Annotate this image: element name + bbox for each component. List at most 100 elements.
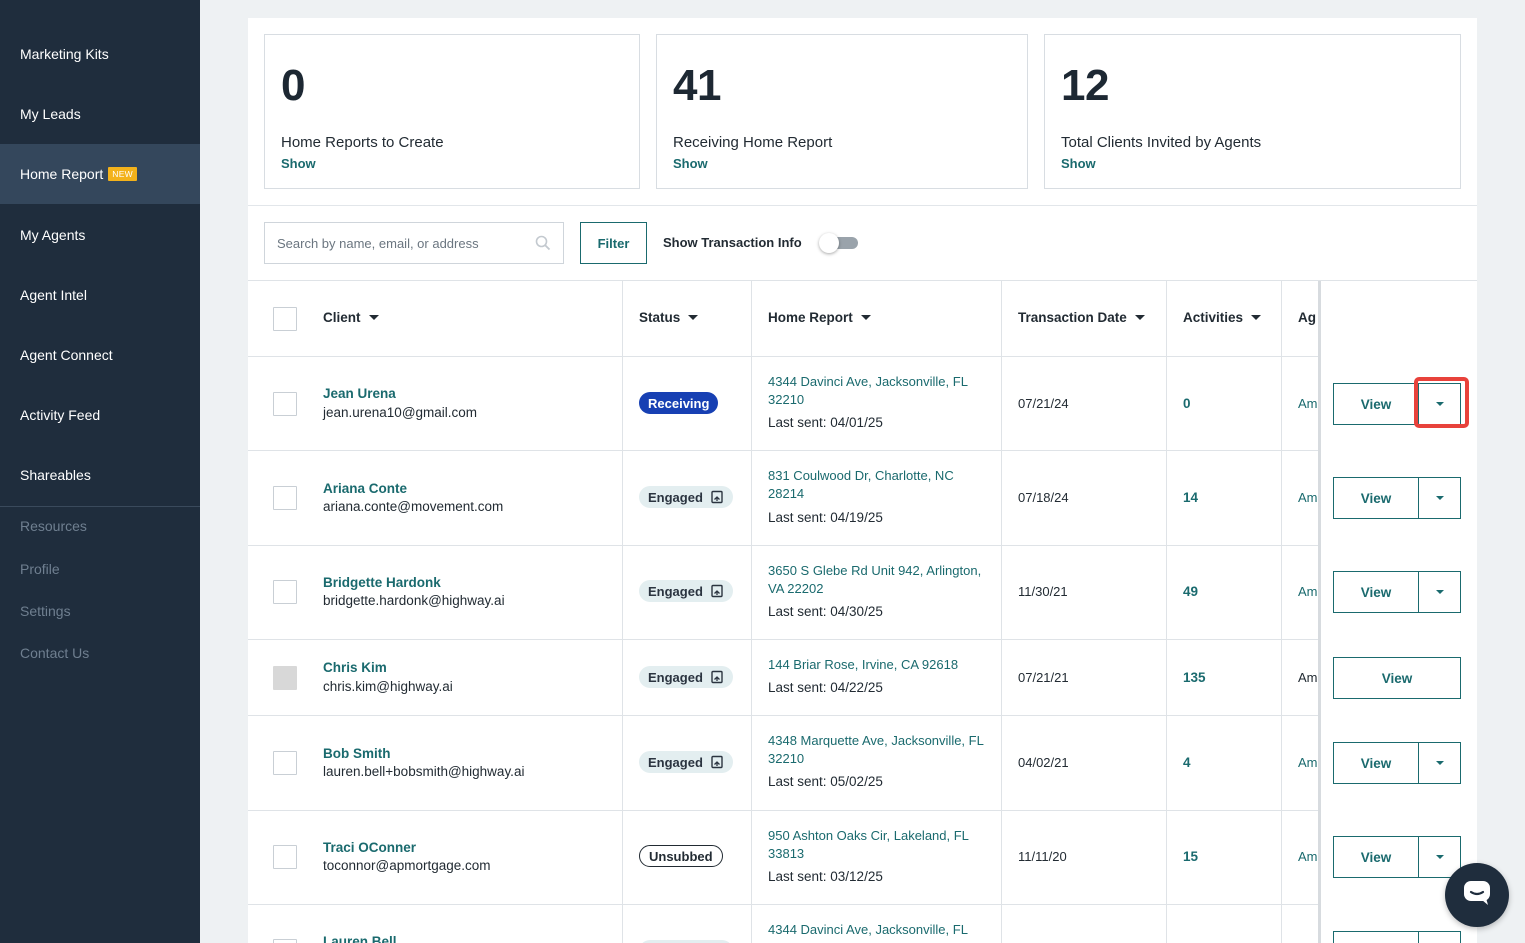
search-box	[264, 222, 564, 264]
toggle-knob	[819, 233, 839, 253]
stat-show-link[interactable]: Show	[1061, 156, 1096, 171]
chevron-down-icon	[1435, 855, 1444, 859]
sidebar-item-home-report[interactable]: Home Report NEW	[0, 144, 200, 204]
view-button[interactable]: View	[1333, 383, 1419, 425]
search-input[interactable]	[265, 223, 525, 263]
sidebar-item-my-leads[interactable]: My Leads	[0, 84, 200, 144]
status-text: Engaged	[648, 669, 703, 685]
column-header-status[interactable]: Status	[639, 310, 699, 325]
header-label: Transaction Date	[1018, 310, 1127, 325]
column-header-client[interactable]: Client	[323, 310, 379, 325]
sidebar-link-resources[interactable]: Resources	[20, 518, 87, 534]
transaction-info-toggle[interactable]	[819, 233, 858, 253]
view-button[interactable]	[1333, 931, 1419, 943]
view-button[interactable]: View	[1333, 477, 1419, 519]
main-panel: 0 Home Reports to Create Show 41 Receivi…	[248, 18, 1477, 943]
row-divider	[248, 904, 1477, 905]
view-button[interactable]: View	[1333, 571, 1419, 613]
status-text: Unsubbed	[649, 848, 713, 864]
row-checkbox[interactable]	[273, 580, 297, 604]
row-checkbox[interactable]	[273, 666, 297, 690]
status-badge: Engaged	[639, 580, 733, 602]
agent-name-link[interactable]: Am	[1298, 849, 1318, 864]
home-report-address-link[interactable]: 4348 Marquette Ave, Jacksonville, FL 322…	[768, 733, 984, 766]
sidebar-item-label: Agent Intel	[20, 287, 87, 303]
activities-count-link[interactable]: 14	[1183, 490, 1199, 505]
row-checkbox[interactable]	[273, 751, 297, 775]
client-email: chris.kim@highway.ai	[323, 679, 453, 694]
activities-count-link[interactable]: 135	[1183, 670, 1206, 685]
activities-count-link[interactable]: 49	[1183, 584, 1199, 599]
stat-show-link[interactable]: Show	[281, 156, 316, 171]
agent-name-link[interactable]: Am	[1298, 755, 1318, 770]
header-label: Status	[639, 310, 681, 325]
sidebar-link-profile[interactable]: Profile	[20, 561, 60, 577]
row-checkbox[interactable]	[273, 392, 297, 416]
view-button[interactable]: View	[1333, 836, 1419, 878]
chat-launcher-button[interactable]	[1445, 863, 1509, 927]
row-divider	[248, 545, 1477, 546]
row-checkbox[interactable]	[273, 486, 297, 510]
agent-name-link[interactable]: Am	[1298, 490, 1318, 505]
stat-value: 41	[673, 61, 721, 110]
more-actions-dropdown[interactable]	[1418, 477, 1461, 519]
client-name-link[interactable]: Jean Urena	[323, 386, 396, 401]
sort-caret-icon	[1134, 315, 1145, 320]
column-header-transaction-date[interactable]: Transaction Date	[1018, 310, 1145, 325]
home-report-address-link[interactable]: 4344 Davinci Ave, Jacksonville, FL	[768, 922, 968, 937]
home-report-address-link[interactable]: 144 Briar Rose, Irvine, CA 92618	[768, 657, 959, 672]
stat-label: Receiving Home Report	[673, 134, 833, 151]
status-badge: Unsubbed	[639, 845, 723, 867]
stat-show-link[interactable]: Show	[673, 156, 708, 171]
sidebar-link-contact-us[interactable]: Contact Us	[20, 645, 90, 661]
sidebar-item-label: Marketing Kits	[20, 46, 109, 62]
sidebar-item-my-agents[interactable]: My Agents	[0, 205, 200, 265]
client-email: ariana.conte@movement.com	[323, 499, 504, 514]
agent-name-link[interactable]: Am	[1298, 584, 1318, 599]
sidebar-item-shareables[interactable]: Shareables	[0, 445, 200, 505]
view-button[interactable]: View	[1333, 657, 1461, 699]
client-name-link[interactable]: Bridgette Hardonk	[323, 575, 441, 590]
search-icon[interactable]	[535, 235, 551, 256]
activities-count-link[interactable]: 15	[1183, 849, 1199, 864]
client-name-link[interactable]: Chris Kim	[323, 660, 387, 675]
status-badge: Engaged	[639, 486, 733, 508]
home-report-address-link[interactable]: 4344 Davinci Ave, Jacksonville, FL 32210	[768, 374, 968, 407]
transaction-info-label: Show Transaction Info	[663, 235, 802, 250]
column-header-agent[interactable]: Ag	[1298, 310, 1318, 325]
more-actions-dropdown[interactable]	[1418, 383, 1461, 425]
client-name-link[interactable]: Bob Smith	[323, 746, 391, 761]
more-actions-dropdown[interactable]	[1418, 931, 1461, 943]
column-header-home-report[interactable]: Home Report	[768, 310, 871, 325]
last-sent: Last sent: 05/02/25	[768, 774, 883, 789]
transaction-date: 07/21/21	[1018, 670, 1069, 685]
activities-count-link[interactable]: 0	[1183, 396, 1191, 411]
row-checkbox[interactable]	[273, 939, 297, 943]
more-actions-dropdown[interactable]	[1418, 742, 1461, 784]
home-report-address-link[interactable]: 950 Ashton Oaks Cir, Lakeland, FL 33813	[768, 828, 969, 861]
sidebar-item-agent-connect[interactable]: Agent Connect	[0, 325, 200, 385]
activities-count-link[interactable]: 4	[1183, 755, 1191, 770]
sidebar-item-marketing-kits[interactable]: Marketing Kits	[0, 24, 200, 84]
sidebar-item-activity-feed[interactable]: Activity Feed	[0, 385, 200, 445]
status-text: Engaged	[648, 489, 703, 505]
row-divider	[248, 715, 1477, 716]
more-actions-dropdown[interactable]	[1418, 571, 1461, 613]
row-checkbox[interactable]	[273, 845, 297, 869]
client-name-link[interactable]: Lauren Bell	[323, 934, 397, 943]
home-report-address-link[interactable]: 3650 S Glebe Rd Unit 942, Arlington, VA …	[768, 563, 982, 596]
filter-button[interactable]: Filter	[580, 222, 647, 264]
agent-name-link[interactable]: Am	[1298, 396, 1318, 411]
sidebar-link-settings[interactable]: Settings	[20, 603, 71, 619]
status-badge: Engaged	[639, 751, 733, 773]
client-name-link[interactable]: Ariana Conte	[323, 481, 408, 496]
sort-caret-icon	[688, 315, 699, 320]
select-all-checkbox[interactable]	[273, 307, 297, 331]
view-button[interactable]: View	[1333, 742, 1419, 784]
row-divider	[248, 810, 1477, 811]
client-name-link[interactable]: Traci OConner	[323, 840, 417, 855]
sort-caret-icon	[368, 315, 379, 320]
sidebar-item-agent-intel[interactable]: Agent Intel	[0, 265, 200, 325]
home-report-address-link[interactable]: 831 Coulwood Dr, Charlotte, NC 28214	[768, 468, 954, 501]
column-header-activities[interactable]: Activities	[1183, 310, 1262, 325]
